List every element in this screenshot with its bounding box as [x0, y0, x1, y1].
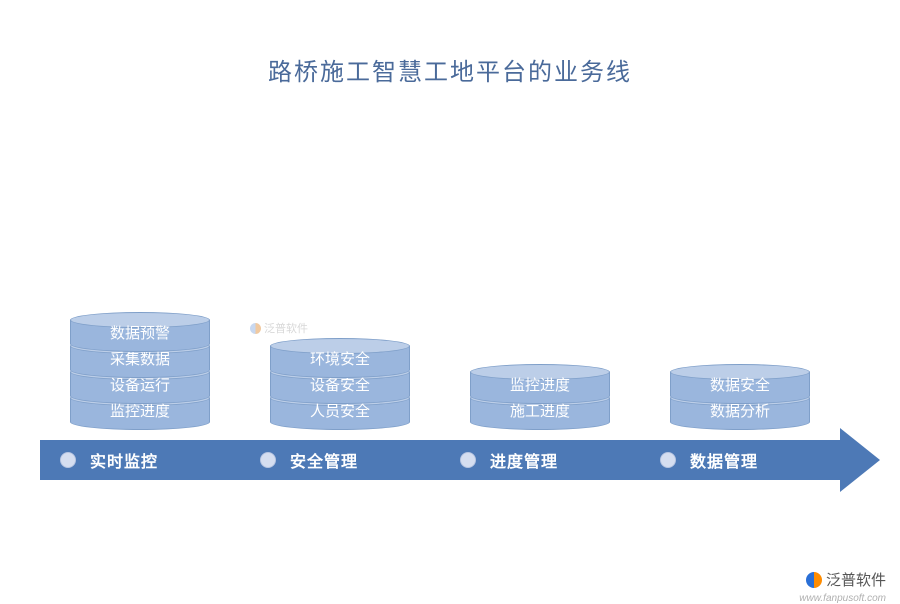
bullet-icon: [60, 452, 76, 468]
bullet-icon: [660, 452, 676, 468]
process-arrow: 实时监控 安全管理 进度管理 数据管理: [40, 440, 870, 480]
bullet-icon: [260, 452, 276, 468]
diagram-title: 路桥施工智慧工地平台的业务线: [0, 0, 900, 87]
arrow-step-label: 进度管理: [490, 448, 558, 472]
disc-label: 环境安全: [270, 348, 410, 369]
arrow-step: 安全管理: [260, 440, 358, 480]
arrow-step: 进度管理: [460, 440, 558, 480]
watermark-logo: 泛普软件: [806, 569, 886, 590]
watermark-brand: 泛普软件: [826, 569, 886, 590]
cylinder-disc: 数据安全: [670, 364, 810, 396]
arrow-step-label: 数据管理: [690, 448, 758, 472]
cylinder-stack: 监控进度施工进度: [470, 370, 610, 422]
arrow-head-icon: [840, 428, 880, 492]
bullet-icon: [460, 452, 476, 468]
cylinder-stack: 环境安全设备安全人员安全: [270, 344, 410, 422]
disc-label: 数据预警: [70, 322, 210, 343]
cylinder-stack: 数据安全数据分析: [670, 370, 810, 422]
logo-swirl-icon: [806, 572, 822, 588]
cylinder-disc: 环境安全: [270, 338, 410, 370]
disc-label: 监控进度: [470, 374, 610, 395]
arrow-step-label: 安全管理: [290, 448, 358, 472]
watermark-url: www.fanpusoft.com: [799, 593, 886, 604]
disc-label: 数据安全: [670, 374, 810, 395]
arrow-step: 实时监控: [60, 440, 158, 480]
arrow-step: 数据管理: [660, 440, 758, 480]
diagram-stage: 数据预警采集数据设备运行监控进度环境安全设备安全人员安全 监控进度施工进度 数据安全…: [40, 140, 860, 540]
arrow-step-label: 实时监控: [90, 448, 158, 472]
cylinder-stack: 数据预警采集数据设备运行监控进度: [70, 318, 210, 422]
cylinder-disc: 监控进度: [470, 364, 610, 396]
cylinder-disc: 数据预警: [70, 312, 210, 344]
